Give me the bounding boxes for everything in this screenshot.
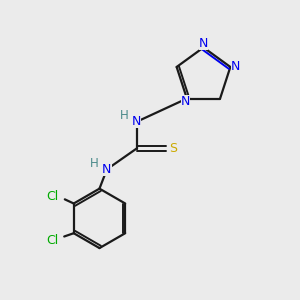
Text: N: N <box>181 95 190 108</box>
Text: N: N <box>199 38 208 50</box>
Text: S: S <box>169 142 177 155</box>
Text: N: N <box>231 61 240 74</box>
Text: N: N <box>102 163 112 176</box>
Text: H: H <box>90 157 99 170</box>
Text: N: N <box>132 115 141 128</box>
Text: Cl: Cl <box>46 190 59 203</box>
Text: H: H <box>120 109 128 122</box>
Text: Cl: Cl <box>46 234 58 247</box>
